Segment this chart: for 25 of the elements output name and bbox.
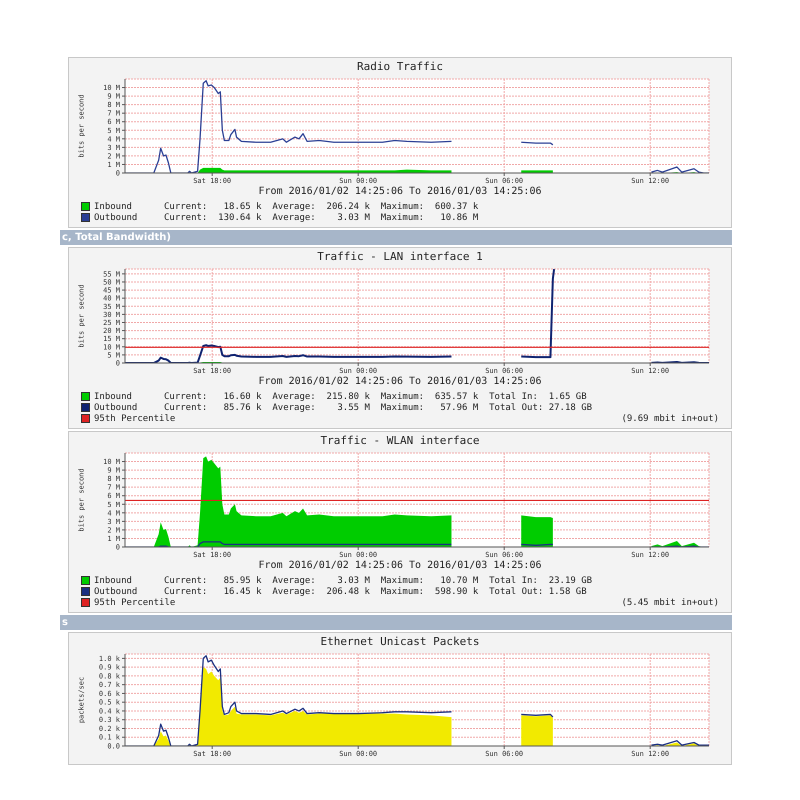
text: (5.45 mbit in+out) (621, 598, 719, 608)
legend-label: Outbound (94, 586, 138, 596)
text: Current: 18.65 k Average: 206.24 k Maximum: 600.37 k (164, 202, 478, 212)
text: Current: 16.60 k Average: 215.80 k Maximum: 635.57 k Total In: 1.65 GB (164, 392, 587, 402)
text: Current: 16.45 k Average: 206.48 k Maximum: 598.90 k Total Out: 1.58 GB (164, 586, 587, 596)
legend-label: Outbound (94, 402, 138, 412)
chart-title: Traffic - LAN interface 1 (316, 249, 484, 263)
text: Current: 130.64 k Average: 3.03 M Maximum: 10.86 M (164, 212, 478, 222)
legend-label: Inbound (94, 576, 133, 586)
text: s (62, 617, 68, 628)
legend-label: Inbound (94, 392, 133, 402)
text: (9.69 mbit in+out) (621, 414, 719, 424)
chart-title: Traffic - WLAN interface (320, 433, 480, 447)
x-axis-title: From 2016/01/02 14:25:06 To 2016/01/03 14:25:06 (258, 186, 542, 197)
chart-title: Ethernet Unicast Packets (320, 634, 480, 648)
chart-title: Radio Traffic (356, 59, 444, 73)
text: c, Total Bandwidth) (62, 232, 171, 243)
legend-label: 95th Percentile (94, 414, 176, 424)
text: Current: 85.95 k Average: 3.03 M Maximum: 10.70 M Total In: 23.19 GB (164, 576, 592, 586)
legend-label: 95th Percentile (94, 598, 176, 608)
x-axis-title: From 2016/01/02 14:25:06 To 2016/01/03 14:25:06 (258, 560, 542, 571)
legend-label: Outbound (94, 212, 138, 222)
text: Current: 85.76 k Average: 3.55 M Maximum: 57.96 M Total Out: 27.18 GB (164, 402, 592, 412)
legend-label: Inbound (94, 202, 133, 212)
x-axis-title: From 2016/01/02 14:25:06 To 2016/01/03 14:25:06 (258, 376, 542, 387)
